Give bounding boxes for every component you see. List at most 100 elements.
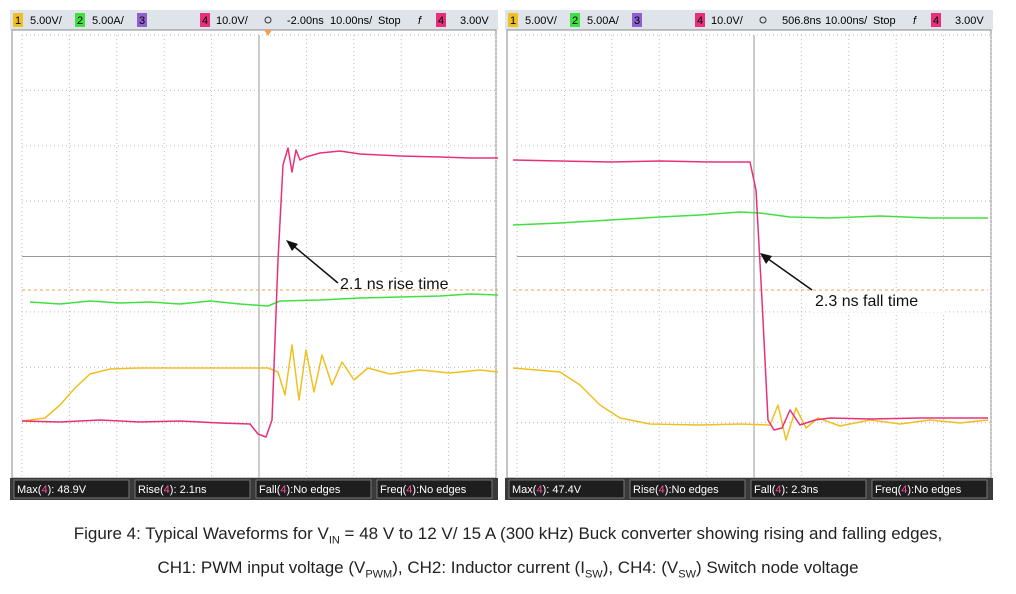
header-bar	[505, 10, 993, 30]
caption-text: Figure 4: Typical Waveforms for V	[73, 524, 329, 543]
measurement-channel: 4	[164, 484, 170, 496]
channel-box	[632, 13, 642, 27]
annotation-arrow	[289, 242, 339, 284]
ch1-waveform	[21, 344, 499, 422]
measure-bar	[10, 478, 498, 500]
channel-box	[508, 13, 518, 27]
ch2-waveform	[29, 293, 499, 307]
caption-line: CH1: PWM input voltage (VPWM), CH2: Indu…	[0, 554, 1016, 588]
ch2-waveform	[512, 211, 988, 226]
measurement-box	[508, 479, 625, 499]
figure-caption: Figure 4: Typical Waveforms for VIN = 48…	[0, 520, 1016, 589]
header-setting: f	[913, 15, 917, 27]
channel-box	[13, 13, 23, 27]
channel-number: 4	[202, 15, 208, 27]
header-setting: 3.00V	[460, 15, 489, 27]
channel-box	[570, 13, 580, 27]
annotation: 2.1 ns rise time	[340, 276, 449, 293]
waveforms-right	[512, 159, 989, 441]
header-setting: 5.00V/	[525, 15, 558, 27]
header-setting: 506.8ns	[782, 15, 822, 27]
arrow-head	[760, 253, 772, 264]
caption-text: ), CH2: Inductor current (I	[392, 558, 585, 578]
header-setting: 5.00A/	[587, 15, 620, 27]
measurement-text: ):No edges	[665, 484, 719, 496]
caption-subscript: SW	[584, 568, 603, 581]
measurement-text: ):No edges	[907, 484, 961, 496]
measurement: Freq(4):No edges	[875, 484, 962, 496]
measurement-text: Max(	[17, 484, 42, 496]
annotation: 2.3 ns fall time	[815, 293, 918, 310]
measurement: Fall(4):No edges	[259, 484, 341, 496]
measurement-text: ): 2.1ns	[170, 484, 207, 496]
measurement-box	[134, 479, 251, 499]
header-setting: -2.00ns	[287, 15, 324, 27]
channel-box	[200, 13, 210, 27]
caption-subscript: IN	[328, 534, 340, 547]
measurement-text: ): 48.9V	[48, 484, 87, 496]
header-setting: 10.00ns/	[330, 15, 373, 27]
channel-number: 1	[510, 15, 516, 27]
measurement-text: ):No edges	[412, 484, 466, 496]
measurement-box	[255, 479, 372, 499]
channel-number: 4	[933, 15, 939, 27]
header-setting: 10.00ns/	[825, 15, 868, 27]
measurement-channel: 4	[406, 484, 412, 496]
measurement-channel: 4	[280, 484, 286, 496]
measurement-channel: 4	[775, 484, 781, 496]
channel-number: 3	[139, 15, 145, 27]
measurement-box	[376, 479, 493, 499]
plot-area	[506, 29, 992, 479]
measurement-text: ):No edges	[287, 484, 341, 496]
header-setting: 3.00V	[955, 15, 984, 27]
measurement-text: Fall(	[754, 484, 776, 496]
header-setting: 5.00A/	[92, 15, 125, 27]
ch1-waveform	[512, 367, 989, 441]
caption-text: ), CH4: (V	[602, 558, 679, 578]
ch4-waveform	[512, 159, 988, 431]
header-setting: 10.0V/	[711, 15, 744, 27]
measurement-box	[629, 479, 746, 499]
measurement-text: Rise(	[138, 484, 164, 496]
measurement: Fall(4): 2.3ns	[754, 484, 819, 496]
measurement-channel: 4	[41, 484, 47, 496]
measure-bar	[505, 478, 993, 500]
header-setting: f	[418, 15, 422, 27]
caption-text: ) Switch node voltage	[695, 558, 859, 578]
measurement-text: ): 2.3ns	[782, 484, 819, 496]
channel-box	[436, 13, 446, 27]
measurement: Rise(4): 2.1ns	[138, 484, 207, 496]
measurement-text: Fall(	[259, 484, 281, 496]
channel-box	[695, 13, 705, 27]
channel-number: 4	[697, 15, 703, 27]
header-setting: 5.00V/	[30, 15, 63, 27]
channel-number: 2	[77, 15, 83, 27]
annotation-arrow	[763, 255, 813, 291]
header-setting: 10.0V/	[216, 15, 249, 27]
caption-subscript: SW	[678, 568, 696, 581]
trigger-marker	[264, 30, 272, 36]
annotation-bg	[813, 292, 945, 312]
measurement-channel: 4	[659, 484, 665, 496]
caption-line: Figure 4: Typical Waveforms for VIN = 48…	[0, 520, 1016, 554]
measurement-text: Freq(	[875, 484, 902, 496]
measurement-text: Freq(	[380, 484, 407, 496]
scope-panel: 1 5.00V/2 5.00A/3 4 10.0V/506.8ns 10.00ns/Sto…	[505, 10, 993, 500]
channel-box	[137, 13, 147, 27]
scope-panel: 1 5.00V/2 5.00A/3 4 10.0V/ -2.00ns 10.00ns/Sto…	[10, 10, 498, 500]
channel-number: 2	[572, 15, 578, 27]
brightness-icon	[264, 16, 272, 24]
channel-number: 3	[634, 15, 640, 27]
measurement-channel: 4	[536, 484, 542, 496]
channel-number: 1	[15, 15, 21, 27]
header-setting: Stop	[378, 15, 401, 27]
measurement-channel: 4	[901, 484, 907, 496]
measurement-text: Max(	[512, 484, 537, 496]
ch4-waveform	[21, 147, 498, 438]
caption-subscript: PWM	[365, 568, 393, 581]
scope-captures: 1 5.00V/2 5.00A/3 4 10.0V/ -2.00ns 10.00ns/Sto…	[10, 10, 993, 500]
header-bar	[10, 10, 498, 30]
measurement-box	[750, 479, 867, 499]
caption-text: = 48 V to 12 V/ 15 A (300 kHz) Buck conv…	[339, 524, 943, 543]
measurement-box	[871, 479, 988, 499]
